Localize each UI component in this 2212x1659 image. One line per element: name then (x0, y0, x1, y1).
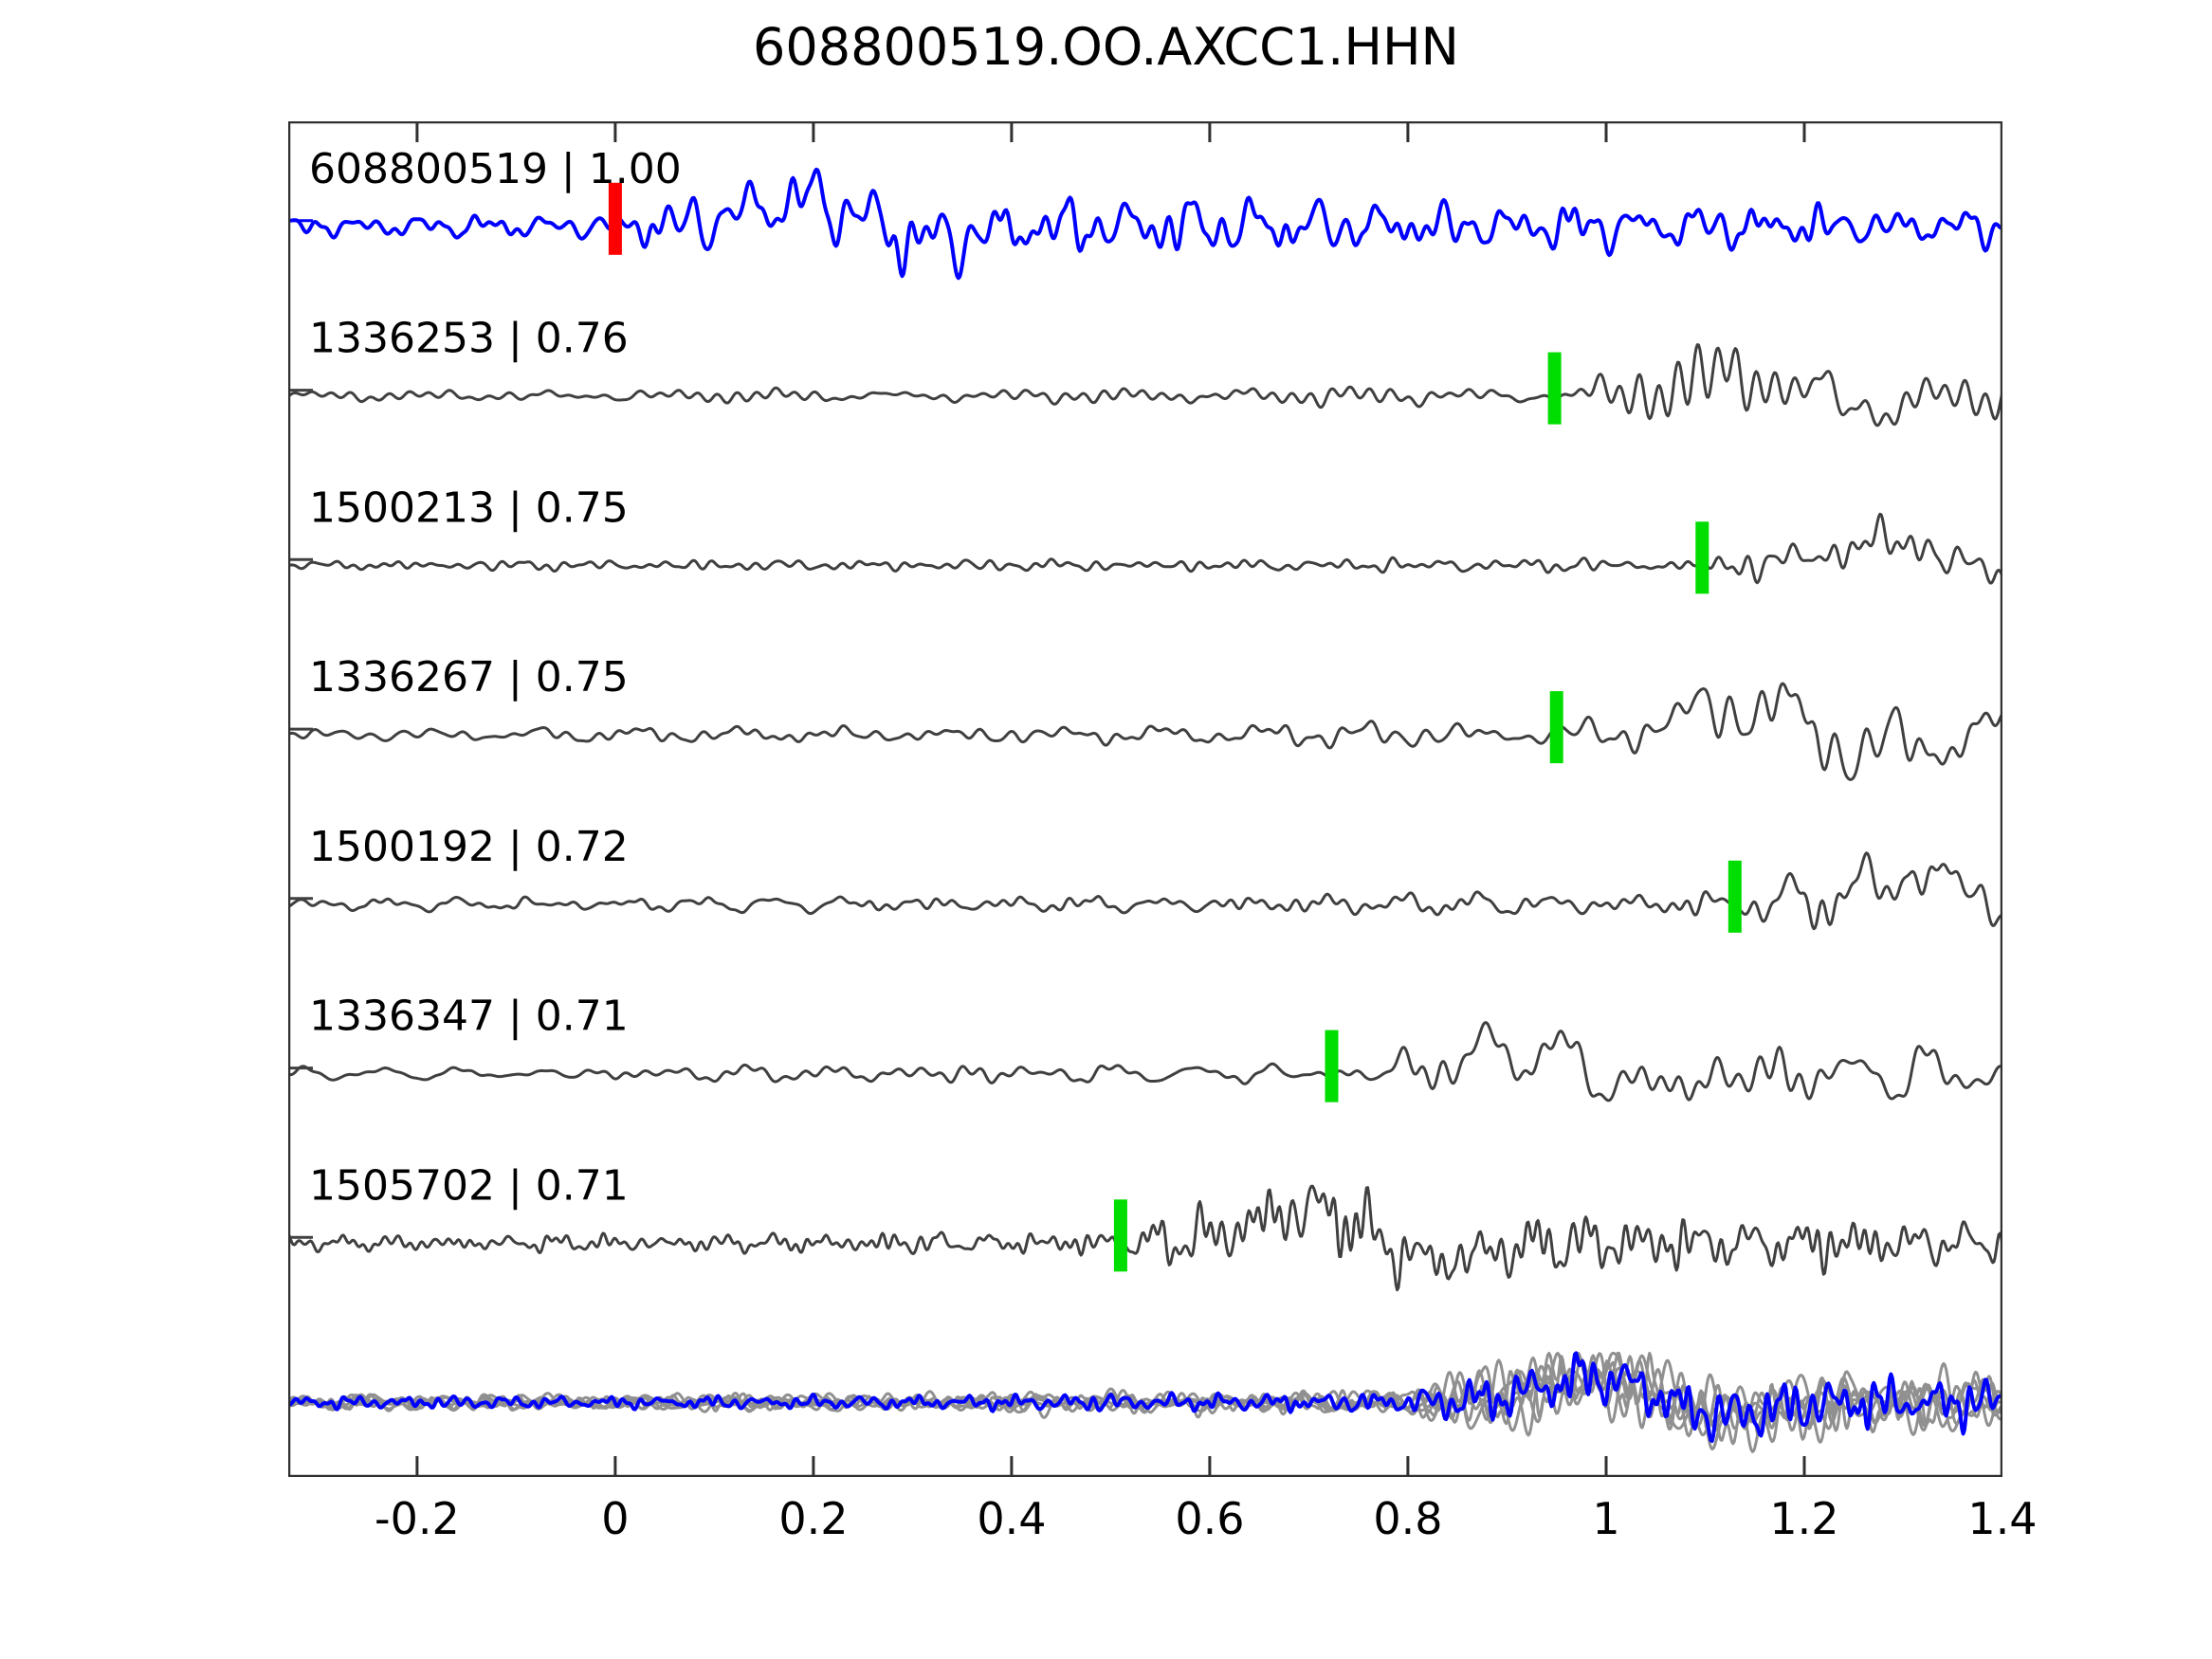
waveform-trace (288, 343, 2002, 428)
pick-markers-group (608, 182, 1742, 1272)
page-title: 608800519.OO.AXCC1.HHN (753, 17, 1459, 77)
waveform-trace (288, 167, 2002, 281)
waveform-trace (288, 512, 2002, 585)
match-pick-marker (1728, 860, 1742, 933)
waveform-trace (288, 851, 2002, 931)
match-pick-marker (1325, 1030, 1339, 1103)
plot-area: 608800519 | 1.00 1336253 | 0.76 1500213 | … (288, 121, 2002, 1477)
axis-frame (288, 121, 2002, 1477)
x-axis-tick-label: -0.2 (374, 1493, 460, 1544)
x-axis-tick-label: 0.6 (1175, 1493, 1245, 1544)
x-axis-tick-label: 0 (601, 1493, 630, 1544)
trace-label: 1500213 | 0.75 (309, 483, 629, 532)
x-axis-tick-label: 1.2 (1769, 1493, 1839, 1544)
traces-group (288, 167, 2002, 1453)
x-axis-tick-label: 0.8 (1373, 1493, 1443, 1544)
x-axis-tick-label: 1 (1592, 1493, 1620, 1544)
trace-label: 608800519 | 1.00 (309, 145, 682, 193)
match-pick-marker (1547, 352, 1562, 425)
x-axis-tick-label: 0.2 (778, 1493, 849, 1544)
template-pick-marker (608, 182, 622, 255)
trace-labels-group: 608800519 | 1.00 1336253 | 0.76 1500213 | … (309, 145, 682, 1211)
waveform-plot-svg: 608800519 | 1.00 1336253 | 0.76 1500213 | … (288, 121, 2002, 1477)
x-axis-tick-labels: -0.2 0 0.2 0.4 0.6 0.8 1 1.2 1.4 (0, 1493, 2212, 1569)
trace-label: 1336347 | 0.71 (309, 993, 629, 1041)
x-axis-tick-label: 0.4 (977, 1493, 1047, 1544)
match-pick-marker (1695, 521, 1709, 594)
trace-label: 1500192 | 0.72 (309, 823, 629, 871)
trace-label: 1336267 | 0.75 (309, 653, 629, 702)
stack-template-trace (288, 1351, 2002, 1443)
axis-ticks-group (415, 121, 2002, 1477)
waveform-trace (288, 1021, 2002, 1103)
waveform-trace (288, 682, 2002, 781)
trace-label: 1336253 | 0.76 (309, 315, 629, 363)
waveform-trace (288, 1184, 2002, 1292)
trace-label: 1505702 | 0.71 (309, 1161, 629, 1210)
match-pick-marker (1113, 1199, 1127, 1272)
match-pick-marker (1549, 691, 1563, 764)
x-axis-tick-label: 1.4 (1967, 1493, 2038, 1544)
